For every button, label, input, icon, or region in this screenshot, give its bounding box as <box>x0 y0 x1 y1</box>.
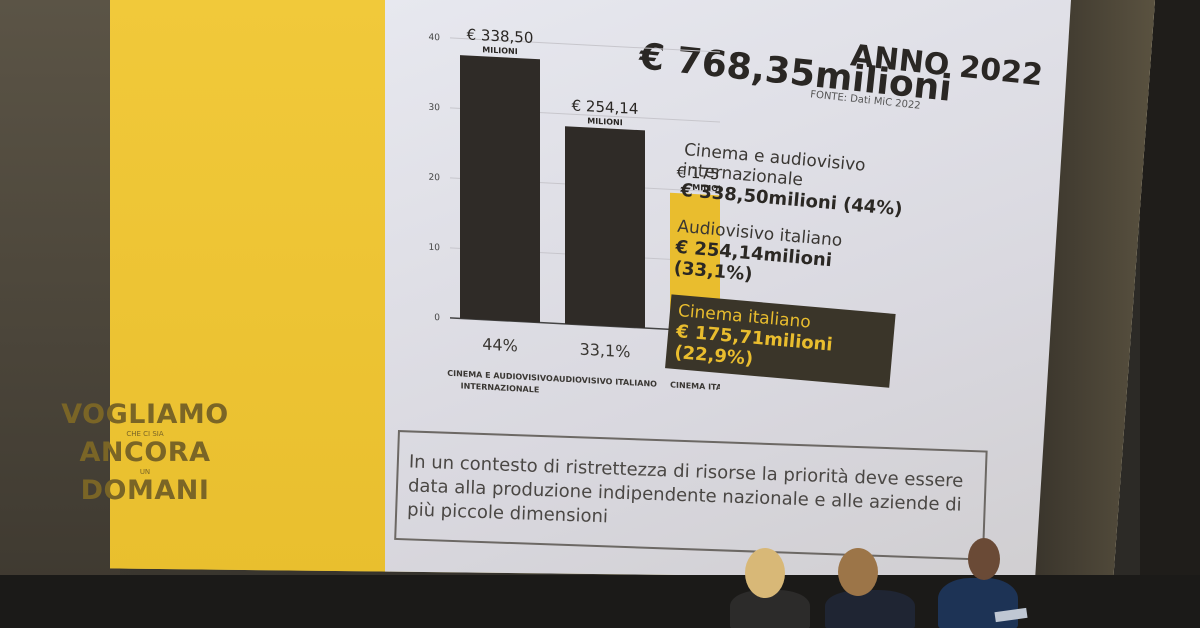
y-tick-label: 40 <box>429 33 441 44</box>
speaker-3-head <box>968 538 1000 580</box>
left-wall <box>0 0 120 628</box>
stage <box>0 575 1200 628</box>
category-label: CINEMA ITALIANO <box>670 380 720 393</box>
speaker-2-body <box>825 590 915 628</box>
right-wall <box>1140 0 1200 628</box>
y-tick-label: 0 <box>434 313 440 323</box>
gridline <box>450 37 770 56</box>
bar-value-label: € 338,50 <box>467 25 534 46</box>
callout-box: In un contesto di ristrettezza di risors… <box>394 430 988 561</box>
logo-line-2: ANCORA <box>79 437 211 468</box>
logo-line-1: VOGLIAMO <box>61 399 229 430</box>
event-logo: VOGLIAMO CHE CI SIA ANCORA UN DOMANI <box>60 400 230 506</box>
category-label: INTERNAZIONALE <box>461 381 540 394</box>
bar <box>460 55 540 323</box>
legend-item-audiovisivo: Audiovisivo italiano € 254,14milioni (33… <box>673 217 917 300</box>
legend: Cinema e audiovisivo internazionale € 33… <box>665 140 924 389</box>
bar-unit-label: MILIONI <box>587 116 622 127</box>
percent-label: 33,1% <box>580 340 631 362</box>
yellow-panel <box>110 0 390 580</box>
logo-small-2: UN <box>139 468 151 476</box>
logo-small-1: CHE CI SIA <box>126 430 164 438</box>
y-tick-label: 10 <box>429 243 441 254</box>
bar-unit-label: MILIONI <box>482 45 517 56</box>
bar-chart: 0 10 20 30 40 € 338,50 MILIONI 44% CINEMA E AUDI… <box>300 0 775 442</box>
bar-unit-label: MILIONI <box>692 183 720 194</box>
logo-line-3: DOMANI <box>80 475 210 506</box>
y-tick-label: 20 <box>429 173 441 184</box>
bar-value-label: € 254,14 <box>572 97 639 118</box>
y-tick-label: 30 <box>429 103 441 114</box>
percent-label: 44% <box>482 335 518 356</box>
speaker-1-head <box>745 548 785 598</box>
bar <box>565 126 645 329</box>
speaker-2-head <box>838 548 878 596</box>
category-label: AUDIOVISIVO ITALIANO <box>553 374 657 388</box>
